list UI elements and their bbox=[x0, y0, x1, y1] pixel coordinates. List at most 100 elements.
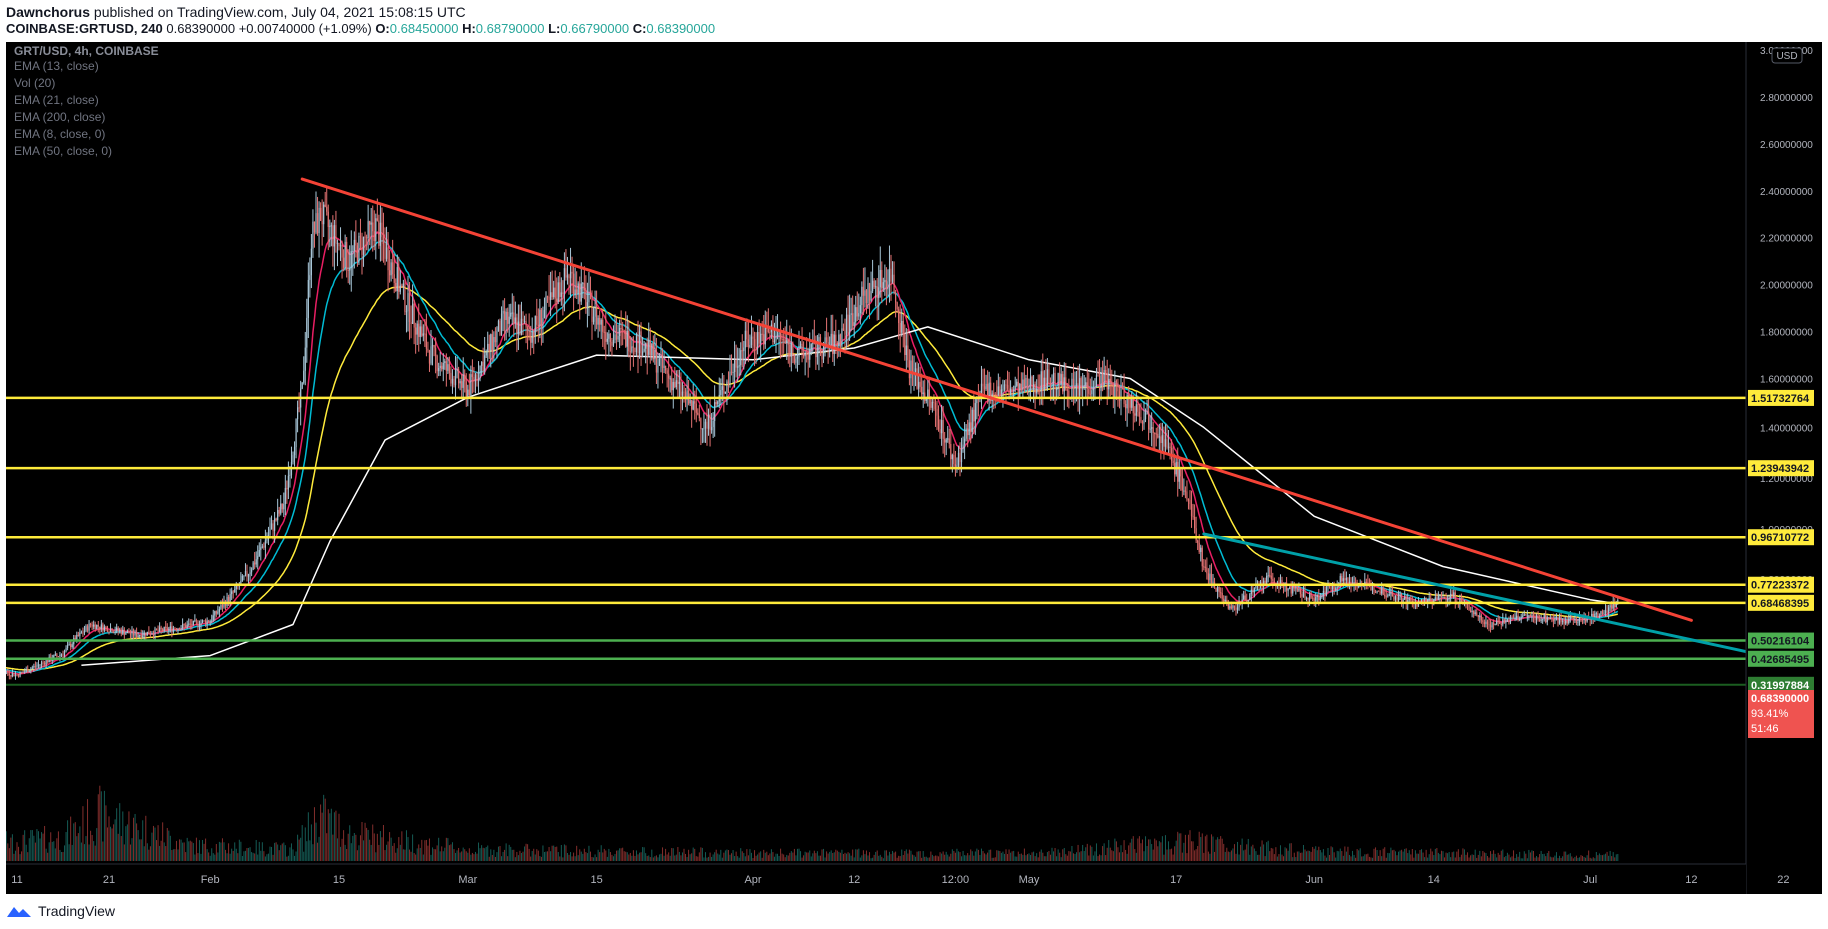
volume-bar bbox=[1057, 849, 1059, 861]
footer-brand: TradingView bbox=[38, 903, 116, 919]
legend-ema13[interactable]: EMA (13, close) bbox=[14, 59, 99, 73]
volume-bar bbox=[714, 852, 716, 861]
candle-body bbox=[1353, 582, 1355, 585]
volume-bar bbox=[1017, 851, 1019, 861]
volume-bar bbox=[243, 851, 245, 861]
volume-bar bbox=[1100, 855, 1102, 861]
time-axis-panel[interactable] bbox=[6, 864, 1746, 894]
volume-bar bbox=[1589, 857, 1591, 861]
candle-body bbox=[21, 672, 23, 674]
volume-bar bbox=[157, 825, 159, 861]
volume-bar bbox=[93, 841, 95, 861]
candle-body bbox=[537, 324, 539, 326]
volume-bar bbox=[99, 785, 101, 861]
volume-bar bbox=[950, 853, 952, 861]
candle-body bbox=[888, 268, 891, 282]
volume-bar bbox=[1218, 839, 1220, 861]
volume-bar bbox=[6, 831, 7, 861]
candle-body bbox=[1473, 610, 1475, 615]
volume-bar bbox=[936, 855, 938, 861]
candle-body bbox=[172, 628, 174, 632]
volume-bar bbox=[208, 852, 210, 861]
candle-body bbox=[632, 346, 634, 348]
volume-bar bbox=[215, 843, 217, 861]
x-tick-label: 21 bbox=[103, 874, 115, 886]
publisher-name[interactable]: Dawnchorus bbox=[6, 4, 91, 20]
volume-bar bbox=[957, 851, 959, 861]
red-downtrend-line[interactable] bbox=[300, 177, 1693, 622]
candle-body bbox=[560, 292, 562, 297]
volume-bar bbox=[44, 825, 46, 861]
candle-body bbox=[293, 447, 296, 456]
volume-bar bbox=[1565, 851, 1567, 861]
candle-body bbox=[1394, 596, 1397, 600]
candle-body bbox=[1088, 388, 1090, 394]
volume-bar bbox=[281, 843, 283, 861]
volume-bar bbox=[990, 849, 992, 861]
candle-body bbox=[1169, 446, 1171, 448]
volume-bar bbox=[616, 850, 618, 861]
x-tick-label: 12 bbox=[848, 874, 860, 886]
legend-vol20[interactable]: Vol (20) bbox=[14, 76, 55, 90]
volume-bar bbox=[938, 856, 940, 861]
candle-body bbox=[1315, 596, 1317, 601]
legend-ema8[interactable]: EMA (8, close, 0) bbox=[14, 127, 105, 141]
volume-bar bbox=[1134, 849, 1136, 861]
candle-body bbox=[1289, 587, 1291, 589]
volume-bar bbox=[757, 854, 759, 861]
candle-body bbox=[1494, 623, 1496, 625]
volume-bar bbox=[1115, 841, 1117, 861]
volume-bar bbox=[275, 842, 277, 861]
volume-bar bbox=[528, 848, 530, 861]
legend-ema200[interactable]: EMA (200, close) bbox=[14, 110, 105, 124]
volume-bar bbox=[1376, 850, 1378, 861]
volume-bar bbox=[547, 851, 549, 861]
candle-body bbox=[1376, 590, 1378, 593]
volume-bar bbox=[336, 838, 338, 861]
legend-ema21[interactable]: EMA (21, close) bbox=[14, 93, 99, 107]
volume-bar bbox=[485, 846, 487, 861]
volume-bar bbox=[790, 851, 792, 861]
levels-layer bbox=[6, 396, 1746, 686]
currency-badge[interactable]: USD bbox=[1771, 47, 1803, 64]
candle-body bbox=[1608, 607, 1610, 613]
volume-bar bbox=[1128, 845, 1130, 861]
y-tick-label: 2.60000000 bbox=[1760, 140, 1813, 151]
volume-bar bbox=[1063, 847, 1065, 861]
volume-bar bbox=[1200, 836, 1202, 861]
volume-bar bbox=[1275, 847, 1277, 861]
tradingview-footer[interactable]: TradingView bbox=[6, 900, 115, 922]
volume-bar bbox=[594, 854, 596, 861]
volume-bar bbox=[902, 855, 904, 861]
volume-bar bbox=[1505, 855, 1507, 861]
candle-body bbox=[358, 235, 360, 263]
volume-bar bbox=[1612, 852, 1614, 861]
volume-bar bbox=[1158, 841, 1160, 861]
candle-body bbox=[749, 345, 751, 347]
candle-body bbox=[724, 391, 726, 394]
legend-title[interactable]: GRT/USD, 4h, COINBASE bbox=[14, 44, 159, 58]
volume-bar bbox=[344, 844, 346, 861]
candle-body bbox=[283, 503, 285, 510]
volume-bar bbox=[658, 854, 660, 861]
volume-bar bbox=[1247, 838, 1249, 861]
volume-bar bbox=[686, 856, 688, 861]
volume-bar bbox=[80, 842, 82, 861]
candle-body bbox=[652, 343, 654, 360]
volume-bar bbox=[1267, 840, 1269, 861]
candle-body bbox=[62, 654, 64, 656]
legend-ema50[interactable]: EMA (50, close, 0) bbox=[14, 144, 112, 158]
price-chart[interactable]: 3.000000002.800000002.600000002.40000000… bbox=[6, 42, 1822, 894]
candle-body bbox=[97, 624, 99, 627]
candle-body bbox=[424, 333, 426, 335]
x-tick-label: 14 bbox=[1428, 874, 1440, 886]
volume-bar bbox=[878, 855, 880, 861]
volume-bar bbox=[125, 826, 127, 861]
candle-body bbox=[19, 672, 21, 677]
candle-body bbox=[634, 347, 636, 353]
candle-body bbox=[1609, 605, 1611, 608]
candle-body bbox=[810, 344, 812, 350]
currency-badge-label: USD bbox=[1776, 51, 1797, 62]
volume-bar bbox=[777, 853, 779, 861]
volume-bar bbox=[1437, 852, 1439, 861]
